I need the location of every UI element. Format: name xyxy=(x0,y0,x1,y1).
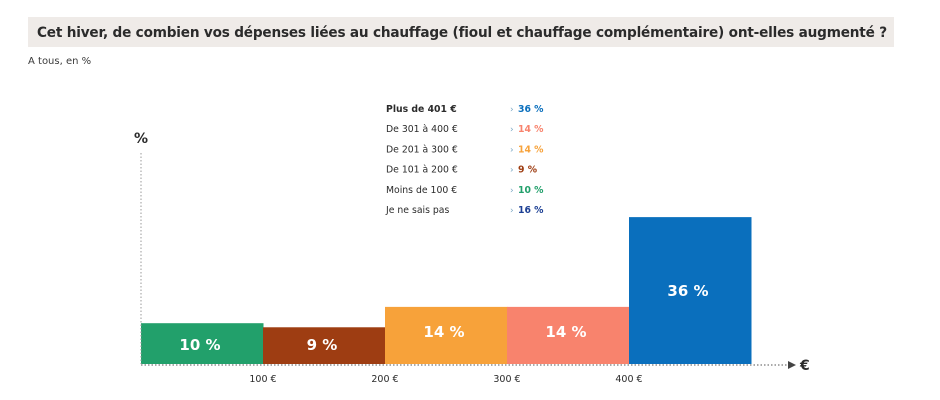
x-tick-label: 400 € xyxy=(615,374,642,385)
legend-arrow-icon: › xyxy=(510,166,514,176)
legend-item-label: De 101 à 200 € xyxy=(386,165,458,176)
x-tick-label: 200 € xyxy=(371,374,398,385)
legend-item-label: De 201 à 300 € xyxy=(386,144,458,155)
legend-arrow-icon: › xyxy=(510,105,514,115)
x-tick-label: 100 € xyxy=(249,374,276,385)
bar xyxy=(141,323,264,364)
bar xyxy=(385,306,508,364)
x-tick-label: 300 € xyxy=(493,374,520,385)
legend-arrow-icon: › xyxy=(510,206,514,216)
bar-value-label: 14 % xyxy=(545,323,586,341)
legend: Plus de 401 € › 36 % De 301 à 400 € › 14 % De … xyxy=(385,104,544,216)
chart-subtitle: A tous, en % xyxy=(28,56,92,67)
legend-arrow-icon: › xyxy=(510,145,514,155)
bar-value-label: 14 % xyxy=(423,323,464,341)
bar xyxy=(507,306,630,364)
legend-item-value: 9 % xyxy=(518,165,538,176)
legend-item-label: Moins de 100 € xyxy=(386,185,457,196)
bar xyxy=(629,217,752,364)
legend-item-label: Plus de 401 € xyxy=(386,104,457,115)
bar-value-label: 36 % xyxy=(667,282,708,300)
x-axis-label: € xyxy=(799,358,810,374)
bar xyxy=(263,327,386,364)
chart-title: Cet hiver, de combien vos dépenses liées… xyxy=(37,25,887,41)
bar-value-label: 10 % xyxy=(179,336,220,354)
bar-value-label: 9 % xyxy=(307,336,338,354)
axes: % €100 € 200 € 300 € 400 € xyxy=(134,131,810,385)
legend-item-value: 10 % xyxy=(518,185,544,196)
legend-arrow-icon: › xyxy=(510,125,514,135)
title-band: Cet hiver, de combien vos dépenses liées… xyxy=(28,17,894,47)
bars: 10 % 9 % 14 % 14 % 36 % xyxy=(141,217,752,364)
y-axis-label: % xyxy=(134,131,148,147)
legend-item-label: De 301 à 400 € xyxy=(386,124,458,135)
legend-item-label: Je ne sais pas xyxy=(385,205,450,216)
legend-item-value: 36 % xyxy=(518,104,544,115)
legend-item-value: 14 % xyxy=(518,144,544,155)
legend-item-value: 14 % xyxy=(518,124,544,135)
x-axis-arrow-icon xyxy=(788,361,796,369)
legend-arrow-icon: › xyxy=(510,186,514,196)
legend-item-value: 16 % xyxy=(518,205,544,216)
